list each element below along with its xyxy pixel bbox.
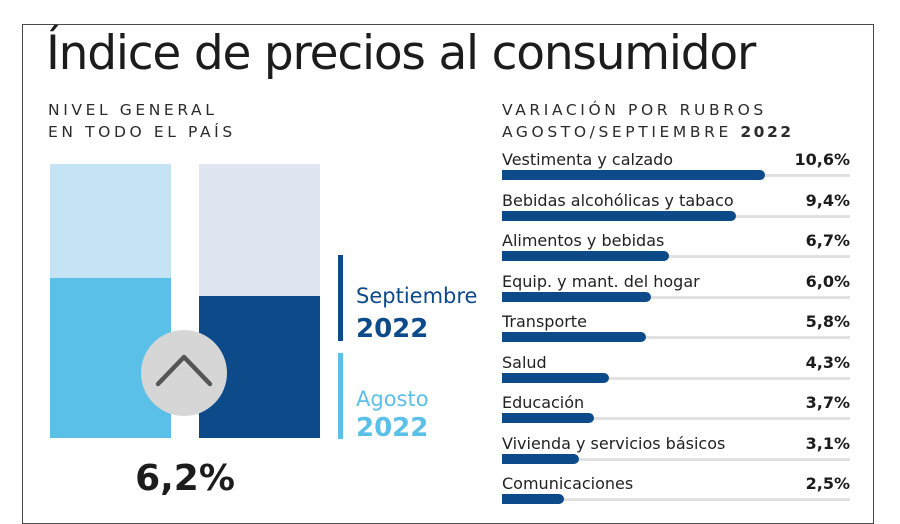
- category-track: [502, 376, 850, 380]
- category-value: 9,4%: [805, 190, 850, 210]
- category-track: [502, 457, 850, 461]
- right-subtitle-line1: VARIACIÓN POR RUBROS: [502, 101, 767, 119]
- legend-year-agosto: 2022: [356, 413, 429, 443]
- category-value: 4,3%: [805, 352, 850, 372]
- legend-name-agosto: Agosto: [356, 387, 429, 411]
- category-bar: [502, 494, 565, 504]
- right-subtitle-months: AGOSTO/SEPTIEMBRE: [502, 123, 732, 141]
- category-label: Educación: [502, 393, 585, 412]
- category-track: [502, 295, 850, 299]
- left-subtitle-line2: EN TODO EL PAÍS: [48, 123, 236, 141]
- category-label: Transporte: [502, 312, 587, 331]
- category-label: Comunicaciones: [502, 474, 634, 493]
- legend-name-septiembre: Septiembre: [356, 284, 478, 308]
- category-label: Bebidas alcohólicas y tabaco: [502, 190, 734, 210]
- category-label: Vestimenta y calzado: [502, 150, 674, 169]
- category-label: Vivienda y servicios básicos: [502, 433, 726, 453]
- category-bar: [502, 291, 652, 302]
- chevron-up-icon: [141, 330, 227, 416]
- highlight-value: 6,2%: [135, 458, 235, 499]
- category-value: 2,5%: [805, 474, 850, 493]
- legend-line-septiembre: [338, 255, 343, 341]
- category-track: [502, 336, 850, 339]
- legend-year-septiembre: 2022: [356, 314, 429, 344]
- category-track: [502, 255, 850, 258]
- left-subtitle-line1: NIVEL GENERAL: [48, 101, 218, 119]
- category-bar: [502, 453, 580, 464]
- category-value: 3,1%: [805, 433, 850, 453]
- category-bar: [502, 251, 669, 261]
- legend-line-agosto: [338, 353, 343, 439]
- category-value: 3,7%: [805, 393, 850, 412]
- left-subtitle: NIVEL GENERAL EN TODO EL PAÍS: [48, 99, 236, 143]
- category-track: [502, 417, 850, 420]
- category-bar: [502, 210, 736, 221]
- category-label: Equip. y mant. del hogar: [502, 271, 700, 291]
- chart-title: Índice de precios al consumidor: [46, 26, 756, 81]
- category-bar: [502, 332, 647, 342]
- category-value: 10,6%: [794, 150, 850, 169]
- category-track: [502, 498, 850, 501]
- category-value: 5,8%: [805, 312, 850, 331]
- right-subtitle-line2: AGOSTO/SEPTIEMBRE 2022: [502, 121, 794, 143]
- category-bar: [502, 170, 766, 180]
- category-value: 6,0%: [805, 271, 850, 291]
- category-bar: [502, 413, 594, 423]
- category-label: Alimentos y bebidas: [502, 231, 665, 250]
- right-subtitle: VARIACIÓN POR RUBROS AGOSTO/SEPTIEMBRE 2…: [502, 99, 794, 143]
- right-subtitle-year: 2022: [740, 123, 794, 141]
- category-label: Salud: [502, 352, 547, 372]
- category-bar: [502, 372, 609, 383]
- category-value: 6,7%: [805, 231, 850, 250]
